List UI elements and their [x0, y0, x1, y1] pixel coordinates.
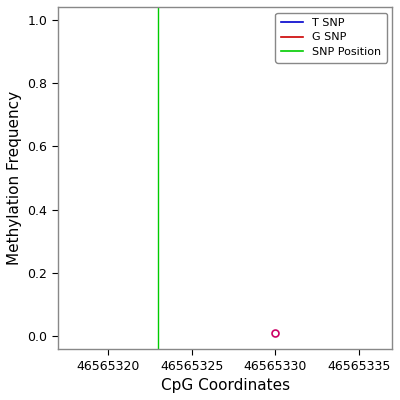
- X-axis label: CpG Coordinates: CpG Coordinates: [160, 378, 290, 393]
- Legend: T SNP, G SNP, SNP Position: T SNP, G SNP, SNP Position: [276, 12, 387, 62]
- Y-axis label: Methylation Frequency: Methylation Frequency: [7, 91, 22, 265]
